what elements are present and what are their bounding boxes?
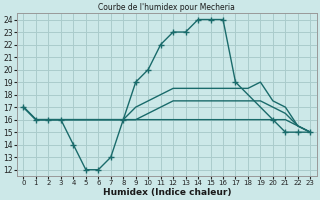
Title: Courbe de l'humidex pour Mecheria: Courbe de l'humidex pour Mecheria [99,3,235,12]
X-axis label: Humidex (Indice chaleur): Humidex (Indice chaleur) [103,188,231,197]
